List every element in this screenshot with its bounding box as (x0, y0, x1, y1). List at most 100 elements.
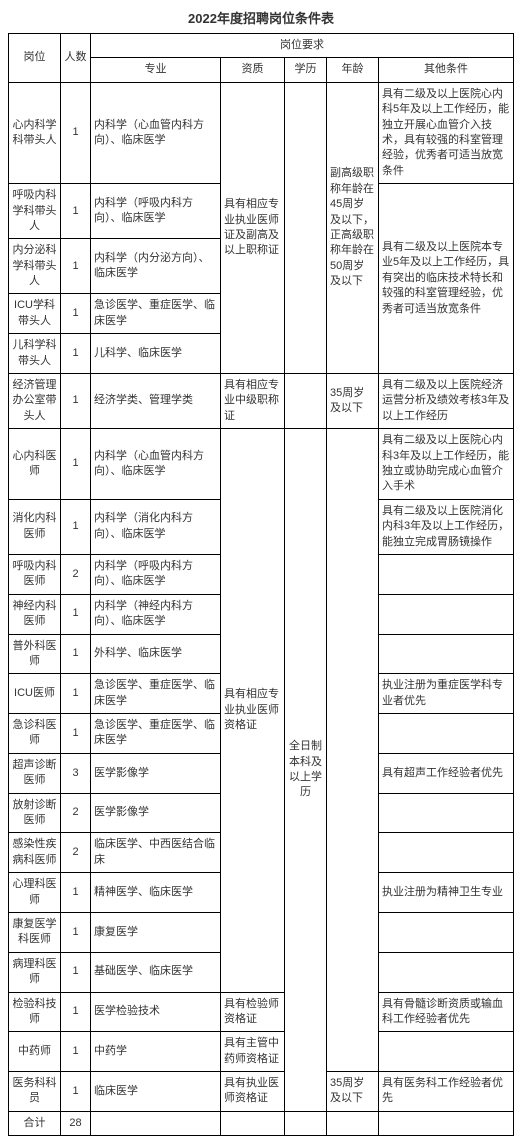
cell-num: 2 (61, 793, 91, 833)
cell-pos: 病理科医师 (9, 952, 61, 992)
cell-qual: 具有主管中药师资格证 (221, 1032, 285, 1072)
cell-qual: 具有检验师资格证 (221, 992, 285, 1032)
table-row: 医务科科员 1 临床医学 具有执业医师资格证 35周岁及以下 具有医务科工作经验… (9, 1072, 514, 1112)
cell-age: 35周岁及以下 (327, 374, 379, 429)
cell-pos: 中药师 (9, 1032, 61, 1072)
cell-pos: 儿科学科带头人 (9, 334, 61, 374)
cell-empty (327, 1111, 379, 1135)
cell-pos: 心内科学科带头人 (9, 82, 61, 183)
cell-other (379, 714, 514, 754)
page-title: 2022年度招聘岗位条件表 (8, 8, 514, 27)
cell-other (379, 634, 514, 674)
cell-num: 1 (61, 429, 91, 500)
h-edu: 学历 (285, 58, 327, 82)
table-row: 心内科学科带头人 1 内科学（心血管内科方向）、临床医学 具有相应专业执业医师证… (9, 82, 514, 183)
cell-pos: ICU学科带头人 (9, 294, 61, 334)
cell-other (379, 833, 514, 873)
cell-other: 执业注册为重症医学科专业者优先 (379, 674, 514, 714)
cell-major: 内科学（心血管内科方向）、临床医学 (91, 82, 221, 183)
cell-other: 具有二级及以上医院经济运营分析及绩效考核3年及以上工作经历 (379, 374, 514, 429)
cell-num: 1 (61, 294, 91, 334)
cell-other (379, 912, 514, 952)
cell-pos: 放射诊断医师 (9, 793, 61, 833)
cell-pos: 康复医学科医师 (9, 912, 61, 952)
cell-empty (91, 1111, 221, 1135)
cell-other (379, 952, 514, 992)
h-qual: 资质 (221, 58, 285, 82)
cell-other (379, 594, 514, 634)
cell-pos: 检验科技师 (9, 992, 61, 1032)
cell-num: 1 (61, 714, 91, 754)
cell-major: 内科学（内分泌方向）、临床医学 (91, 239, 221, 294)
cell-pos: 心内科医师 (9, 429, 61, 500)
cell-pos: 医务科科员 (9, 1072, 61, 1112)
cell-major: 内科学（呼吸内科方向）、临床医学 (91, 554, 221, 594)
cell-major: 内科学（消化内科方向）、临床医学 (91, 499, 221, 554)
cell-major: 急诊医学、重症医学、临床医学 (91, 674, 221, 714)
cell-other: 具有医务科工作经验者优先 (379, 1072, 514, 1112)
cell-other: 具有二级及以上医院消化内科3年及以上工作经历，能独立完成胃肠镜操作 (379, 499, 514, 554)
cell-qual: 具有相应专业中级职称证 (221, 374, 285, 429)
cell-pos: 神经内科医师 (9, 594, 61, 634)
recruit-table: 岗位 人数 岗位要求 专业 资质 学历 年龄 其他条件 心内科学科带头人 1 内… (8, 33, 514, 1136)
h-other: 其他条件 (379, 58, 514, 82)
table-row: 心内科医师 1 内科学（心血管内科方向）、临床医学 具有相应专业执业医师资格证 … (9, 429, 514, 500)
cell-pos: 消化内科医师 (9, 499, 61, 554)
cell-edu (285, 374, 327, 429)
cell-other (379, 793, 514, 833)
cell-qual: 具有相应专业执业医师资格证 (221, 429, 285, 992)
cell-num: 1 (61, 374, 91, 429)
h-age: 年龄 (327, 58, 379, 82)
cell-num: 1 (61, 499, 91, 554)
cell-num: 1 (61, 674, 91, 714)
table-row: 检验科技师 1 医学检验技术 具有检验师资格证 具有骨髓诊断资质或输血科工作经验… (9, 992, 514, 1032)
cell-total-label: 合计 (9, 1111, 61, 1135)
cell-pos: 急诊科医师 (9, 714, 61, 754)
cell-num: 2 (61, 833, 91, 873)
cell-age (327, 429, 379, 1072)
cell-num: 3 (61, 753, 91, 793)
cell-num: 1 (61, 334, 91, 374)
h-count: 人数 (61, 34, 91, 83)
cell-num: 1 (61, 82, 91, 183)
cell-major: 急诊医学、重症医学、临床医学 (91, 294, 221, 334)
cell-age: 35周岁及以下 (327, 1072, 379, 1112)
cell-major: 中药学 (91, 1032, 221, 1072)
cell-other: 具有二级及以上医院本专业5年及以上工作经历，具有突出的临床技术特长和较强的科室管… (379, 184, 514, 374)
cell-pos: ICU医师 (9, 674, 61, 714)
cell-pos: 感染性疾病科医师 (9, 833, 61, 873)
cell-major: 急诊医学、重症医学、临床医学 (91, 714, 221, 754)
cell-num: 1 (61, 184, 91, 239)
cell-other: 具有骨髓诊断资质或输血科工作经验者优先 (379, 992, 514, 1032)
table-row: 经济管理办公室带头人 1 经济学类、管理学类 具有相应专业中级职称证 35周岁及… (9, 374, 514, 429)
cell-major: 临床医学、中西医结合临床 (91, 833, 221, 873)
cell-pos: 经济管理办公室带头人 (9, 374, 61, 429)
cell-major: 基础医学、临床医学 (91, 952, 221, 992)
cell-empty (221, 1111, 285, 1135)
cell-num: 1 (61, 992, 91, 1032)
cell-empty (379, 1111, 514, 1135)
cell-major: 内科学（神经内科方向）、临床医学 (91, 594, 221, 634)
cell-total-num: 28 (61, 1111, 91, 1135)
cell-num: 2 (61, 554, 91, 594)
cell-other: 具有超声工作经验者优先 (379, 753, 514, 793)
cell-other (379, 1032, 514, 1072)
cell-num: 1 (61, 952, 91, 992)
cell-other: 具有二级及以上医院心内科5年及以上工作经历，能独立开展心血管介入技术，具有较强的… (379, 82, 514, 183)
cell-num: 1 (61, 873, 91, 913)
cell-pos: 呼吸内科医师 (9, 554, 61, 594)
cell-qual: 具有执业医师资格证 (221, 1072, 285, 1112)
cell-major: 儿科学、临床医学 (91, 334, 221, 374)
cell-other: 具有二级及以上医院心内科3年及以上工作经历，能独立或协助完成心血管介入手术 (379, 429, 514, 500)
cell-major: 康复医学 (91, 912, 221, 952)
cell-pos: 内分泌科学科带头人 (9, 239, 61, 294)
cell-major: 外科学、临床医学 (91, 634, 221, 674)
cell-edu: 全日制本科及以上学历 (285, 429, 327, 1112)
cell-other (379, 554, 514, 594)
cell-pos: 呼吸内科学科带头人 (9, 184, 61, 239)
cell-other: 执业注册为精神卫生专业 (379, 873, 514, 913)
cell-major: 内科学（呼吸内科方向）、临床医学 (91, 184, 221, 239)
table-row: 中药师 1 中药学 具有主管中药师资格证 (9, 1032, 514, 1072)
cell-major: 内科学（心血管内科方向）、临床医学 (91, 429, 221, 500)
cell-empty (285, 1111, 327, 1135)
